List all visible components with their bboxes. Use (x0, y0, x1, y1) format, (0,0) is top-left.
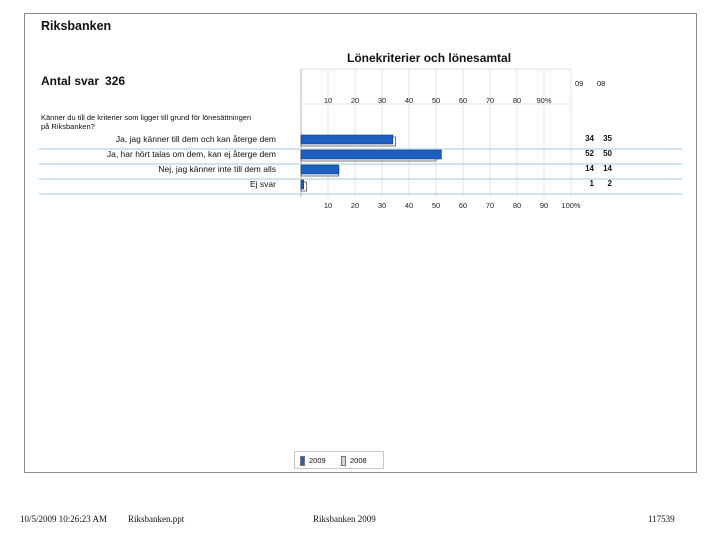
bar-2009 (300, 164, 340, 175)
top-tick-label: 60 (459, 96, 467, 105)
category-label: Ja, har hört talas om dem, kan ej återge… (106, 149, 276, 159)
question-text: Känner du till de kriterier som ligger t… (41, 113, 252, 131)
bottom-tick-label: 20 (351, 201, 359, 210)
legend: 2009 2008 (294, 451, 384, 469)
value-label-2008: 2 (607, 179, 612, 188)
bar-2009 (300, 179, 305, 190)
legend-swatch-2008 (341, 456, 346, 467)
category-label: Ej svar (250, 179, 276, 189)
count-label: Antal svar (41, 74, 100, 88)
bottom-tick-label: 40 (405, 201, 413, 210)
footer-id: 117539 (648, 514, 675, 524)
slide-frame: Riksbanken Lönekriterier och lönesamtal … (24, 13, 697, 473)
legend-swatch-2009 (300, 456, 305, 467)
legend-label-2009: 2009 (309, 456, 326, 465)
bar-2009 (300, 149, 442, 160)
value-label-2009: 14 (585, 164, 594, 173)
value-label-2008: 14 (603, 164, 612, 173)
top-tick-label: 30 (378, 96, 386, 105)
top-tick-label: 70 (486, 96, 494, 105)
bottom-tick-label: 60 (459, 201, 467, 210)
category-label: Nej, jag känner inte till dem alls (158, 164, 276, 174)
bottom-tick-label: 80 (513, 201, 521, 210)
bottom-tick-label: 50 (432, 201, 440, 210)
legend-item-2008: 2008 (341, 456, 367, 467)
top-tick-label: 90% (536, 96, 551, 105)
value-label-2009: 52 (585, 149, 594, 158)
legend-item-2009: 2009 (300, 456, 326, 467)
bar-2009 (300, 134, 394, 145)
value-label-2008: 50 (603, 149, 612, 158)
top-tick-label: 40 (405, 96, 413, 105)
top-tick-label: 50 (432, 96, 440, 105)
legend-label-2008: 2008 (350, 456, 367, 465)
value-label-2009: 34 (585, 134, 594, 143)
response-count: Antal svar 326 (41, 74, 125, 88)
column-header-2009: 09 (575, 79, 584, 88)
category-label: Ja, jag känner till dem och kan återge d… (115, 134, 276, 144)
chart-title: Lönekriterier och lönesamtal (347, 51, 512, 65)
value-label-2008: 35 (603, 134, 612, 143)
bottom-tick-label: 10 (324, 201, 332, 210)
value-label-2009: 1 (589, 179, 594, 188)
column-header-2008: 08 (597, 79, 606, 88)
top-tick-label: 80 (513, 96, 521, 105)
org-name: Riksbanken (41, 19, 112, 33)
count-value: 326 (105, 74, 126, 88)
bar-chart: 10 20 30 40 50 60 70 80 90% 10 20 30 40 50 60 70 80 90 100… (39, 68, 682, 210)
top-tick-label: 20 (351, 96, 359, 105)
footer-datetime: 10/5/2009 10:26:23 AM (20, 514, 108, 524)
footer-center: Riksbanken 2009 (313, 514, 376, 524)
bottom-tick-label: 70 (486, 201, 494, 210)
top-tick-label: 10 (324, 96, 332, 105)
bottom-tick-label: 90 (540, 201, 548, 210)
footer-file: Riksbanken.ppt (128, 514, 185, 524)
bottom-tick-label: 30 (378, 201, 386, 210)
bottom-tick-label: 100% (561, 201, 581, 210)
